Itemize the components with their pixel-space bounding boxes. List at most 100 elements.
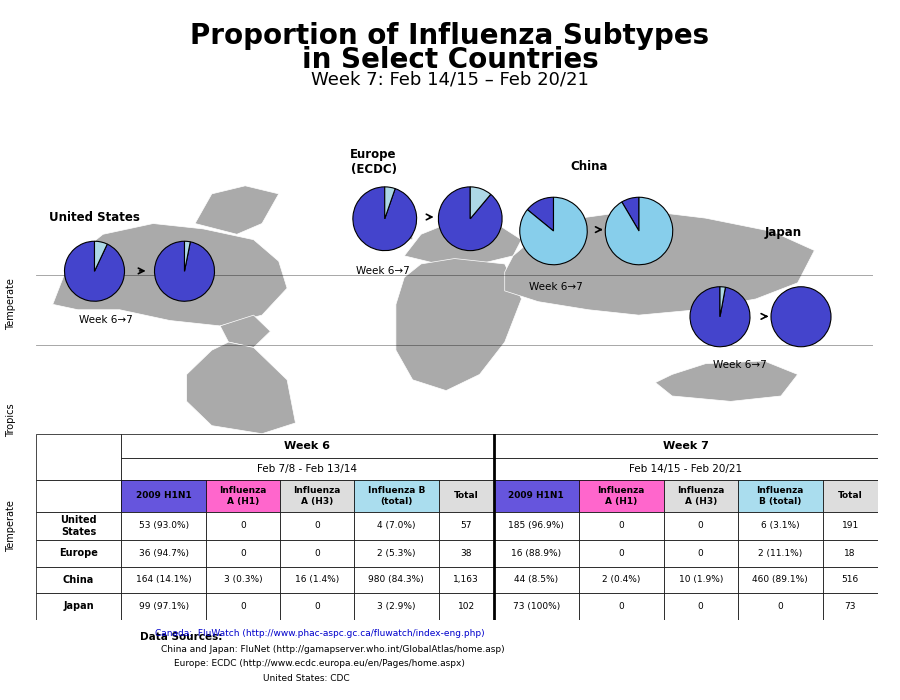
Wedge shape [519, 197, 587, 265]
Bar [664, 512, 738, 540]
Text: Total: Total [454, 491, 479, 500]
Text: 2 (11.1%): 2 (11.1%) [758, 549, 802, 558]
Polygon shape [505, 210, 814, 315]
Wedge shape [527, 197, 554, 231]
Bar [354, 566, 439, 593]
Text: 0: 0 [240, 522, 246, 531]
Text: United States: CDC: United States: CDC [263, 674, 349, 683]
Text: 16 (1.4%): 16 (1.4%) [294, 575, 339, 584]
Wedge shape [65, 241, 124, 301]
Bar [280, 566, 354, 593]
Bar [354, 540, 439, 566]
Text: Total: Total [838, 491, 862, 500]
Text: 1,163: 1,163 [454, 575, 479, 584]
Text: 4 (7.0%): 4 (7.0%) [377, 522, 416, 531]
Polygon shape [53, 223, 287, 326]
Text: 2009 H1N1: 2009 H1N1 [508, 491, 564, 500]
Polygon shape [396, 258, 521, 391]
Text: 57: 57 [461, 522, 472, 531]
Text: Temperate: Temperate [5, 279, 16, 330]
Text: 2 (0.4%): 2 (0.4%) [602, 575, 641, 584]
Text: Feb 14/15 - Feb 20/21: Feb 14/15 - Feb 20/21 [629, 464, 742, 474]
Bar [280, 593, 354, 620]
Bar [122, 434, 493, 458]
Text: Week 7: Feb 14/15 – Feb 20/21: Week 7: Feb 14/15 – Feb 20/21 [311, 70, 589, 88]
Text: 0: 0 [314, 549, 319, 558]
Bar [206, 480, 280, 512]
Text: 0: 0 [698, 522, 704, 531]
Text: China and Japan: FluNet (http://gamapserver.who.int/GlobalAtlas/home.asp): China and Japan: FluNet (http://gamapser… [161, 645, 505, 654]
Wedge shape [605, 197, 672, 265]
Text: Influenza
A (H1): Influenza A (H1) [220, 486, 266, 505]
Bar [823, 480, 878, 512]
Bar [738, 512, 823, 540]
Bar [122, 512, 206, 540]
Text: in Select Countries: in Select Countries [302, 46, 598, 74]
Bar [122, 540, 206, 566]
Bar [36, 434, 122, 480]
Bar [280, 480, 354, 512]
Text: 0: 0 [618, 602, 624, 610]
Wedge shape [438, 187, 502, 251]
Text: Week 6→7: Week 6→7 [79, 315, 133, 325]
Bar [36, 480, 122, 512]
Text: Influenza
A (H1): Influenza A (H1) [598, 486, 645, 505]
Wedge shape [690, 287, 750, 346]
Wedge shape [385, 187, 395, 218]
Bar [122, 566, 206, 593]
Bar [439, 593, 493, 620]
Text: 44 (8.5%): 44 (8.5%) [514, 575, 558, 584]
Bar [493, 593, 579, 620]
Text: 980 (84.3%): 980 (84.3%) [368, 575, 424, 584]
Bar [354, 593, 439, 620]
Bar [354, 512, 439, 540]
Bar [439, 480, 493, 512]
Text: 18: 18 [844, 549, 856, 558]
Bar [122, 593, 206, 620]
Text: 191: 191 [842, 522, 859, 531]
Wedge shape [771, 287, 831, 346]
Text: China: China [571, 160, 608, 173]
Wedge shape [184, 241, 190, 271]
Bar [664, 566, 738, 593]
Text: 0: 0 [618, 549, 624, 558]
Text: 516: 516 [842, 575, 859, 584]
Text: Europe: Europe [59, 548, 98, 559]
Text: Data Sources:: Data Sources: [140, 632, 222, 642]
Text: Temperate: Temperate [5, 500, 16, 552]
Bar [823, 593, 878, 620]
Text: Japan: Japan [764, 226, 802, 239]
Text: 3 (2.9%): 3 (2.9%) [377, 602, 416, 610]
Bar [493, 434, 878, 458]
Bar [36, 540, 122, 566]
Text: 99 (97.1%): 99 (97.1%) [139, 602, 189, 610]
Bar [493, 512, 579, 540]
Text: Influenza
A (H3): Influenza A (H3) [293, 486, 340, 505]
Bar [579, 512, 664, 540]
Bar [493, 540, 579, 566]
Text: Week 6: Week 6 [284, 441, 330, 451]
Text: 0: 0 [240, 602, 246, 610]
Bar [122, 480, 206, 512]
Bar [280, 512, 354, 540]
Text: 0: 0 [778, 602, 783, 610]
Text: Feb 7/8 - Feb 13/14: Feb 7/8 - Feb 13/14 [257, 464, 357, 474]
Polygon shape [186, 342, 295, 434]
Text: Tropics: Tropics [5, 403, 16, 437]
Bar [738, 593, 823, 620]
Text: 73 (100%): 73 (100%) [512, 602, 560, 610]
Bar [36, 566, 122, 593]
Bar [206, 540, 280, 566]
Text: 0: 0 [314, 602, 319, 610]
Text: Week 6→7: Week 6→7 [529, 282, 583, 292]
Text: 2 (5.3%): 2 (5.3%) [377, 549, 416, 558]
Wedge shape [94, 241, 107, 271]
Text: Week 6→7: Week 6→7 [356, 266, 410, 276]
Bar [439, 540, 493, 566]
Text: 460 (89.1%): 460 (89.1%) [752, 575, 808, 584]
Bar [738, 480, 823, 512]
Bar [664, 540, 738, 566]
Bar [579, 540, 664, 566]
Bar [439, 566, 493, 593]
Text: Week 6→7: Week 6→7 [713, 360, 767, 370]
